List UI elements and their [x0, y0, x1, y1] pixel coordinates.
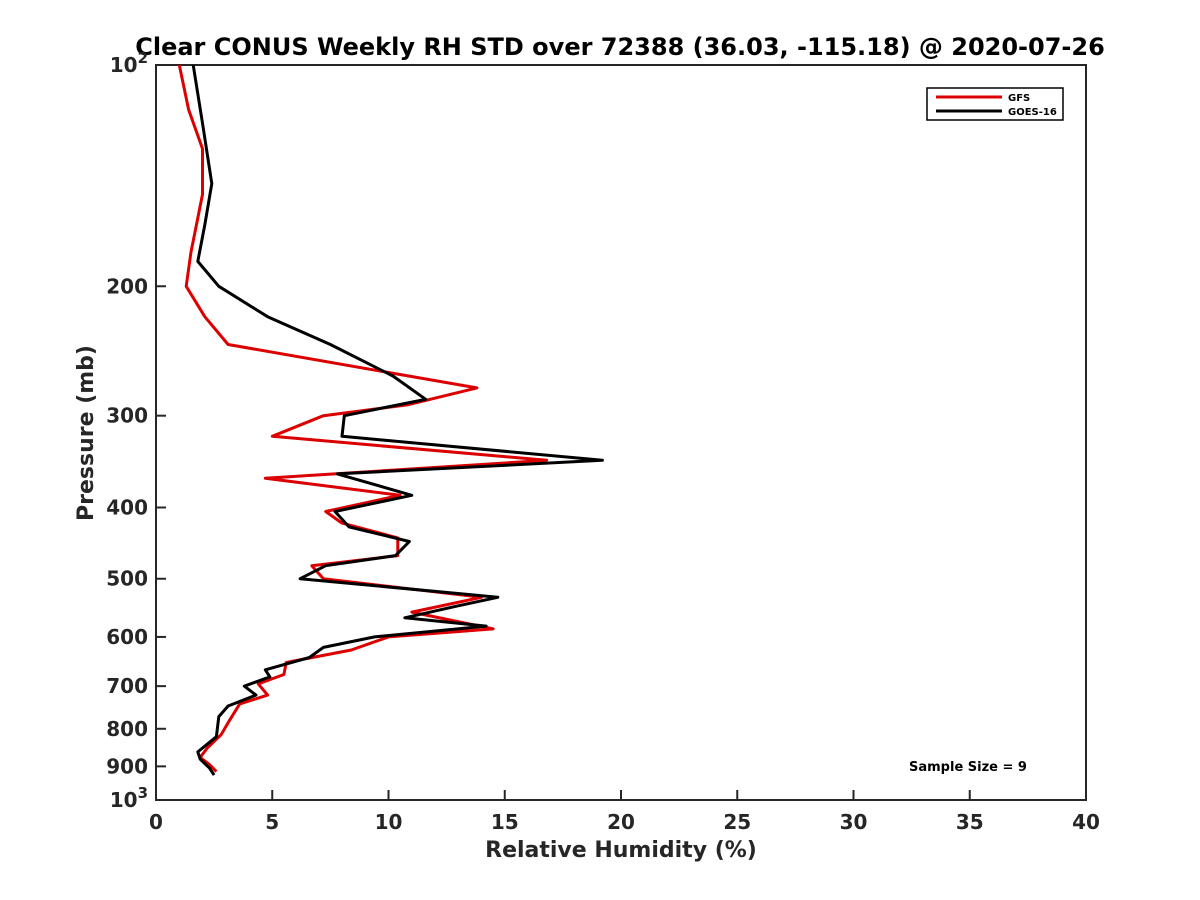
- x-axis: 0 5 10 15 20 25 30 35 40: [149, 790, 1100, 834]
- y-tick-label-base: 800: [106, 717, 148, 741]
- x-tick-label: 20: [607, 810, 635, 834]
- y-tick-label: 103: [110, 784, 148, 812]
- y-tick-label: 102: [110, 49, 148, 77]
- x-tick-label: 0: [149, 810, 163, 834]
- y-tick-label-base: 10: [110, 788, 138, 812]
- x-tick-label: 5: [265, 810, 279, 834]
- chart-title: Clear CONUS Weekly RH STD over 72388 (36…: [135, 33, 1105, 61]
- y-tick-label-base: 600: [106, 625, 148, 649]
- y-tick-label: 900: [106, 754, 148, 778]
- y-tick-label: 200: [106, 274, 148, 298]
- y-tick-label-exponent: 2: [138, 49, 148, 67]
- x-tick-label: 35: [956, 810, 984, 834]
- legend-box: [926, 87, 1064, 121]
- x-tick-label: 10: [375, 810, 403, 834]
- series-layer: [177, 64, 604, 776]
- x-axis-label: Relative Humidity (%): [485, 838, 757, 863]
- y-tick-label: 300: [106, 404, 148, 428]
- y-tick-label: 400: [106, 496, 148, 520]
- y-tick-label-base: 10: [110, 53, 138, 77]
- y-axis-label: Pressure (mb): [74, 345, 99, 521]
- y-tick-label-base: 300: [106, 404, 148, 428]
- y-tick-label: 700: [106, 674, 148, 698]
- plot-area: [155, 64, 1087, 801]
- x-tick-label: 25: [723, 810, 751, 834]
- series-line-goes-16: [191, 64, 604, 776]
- sample-size-annotation: Sample Size = 9: [909, 760, 1027, 775]
- series-line-gfs: [177, 64, 549, 773]
- y-tick-label-base: 500: [106, 567, 148, 591]
- legend-label-gfs: GFS: [1008, 93, 1030, 104]
- y-tick-label-base: 400: [106, 496, 148, 520]
- y-tick-label: 500: [106, 567, 148, 591]
- legend: GFS GOES-16: [926, 87, 1064, 121]
- legend-label-goes-16: GOES-16: [1008, 107, 1057, 118]
- x-tick-label: 30: [840, 810, 868, 834]
- x-tick-label: 15: [491, 810, 519, 834]
- y-tick-label-base: 200: [106, 274, 148, 298]
- y-tick-label: 800: [106, 717, 148, 741]
- y-tick-label-exponent: 3: [138, 784, 148, 802]
- x-tick-label: 40: [1072, 810, 1100, 834]
- y-tick-label: 600: [106, 625, 148, 649]
- y-tick-label-base: 900: [106, 754, 148, 778]
- y-tick-label-base: 700: [106, 674, 148, 698]
